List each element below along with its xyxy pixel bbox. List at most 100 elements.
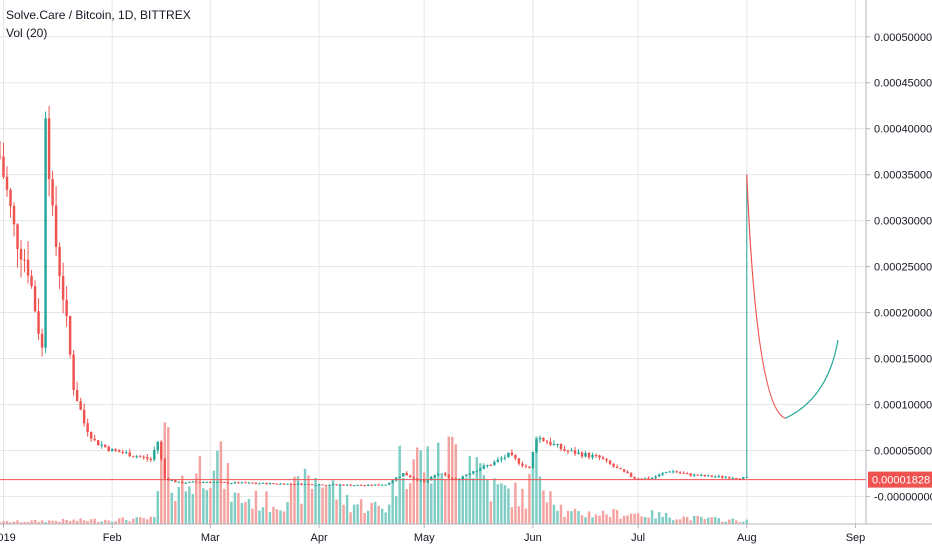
volume-bar [626,515,629,524]
time-tick-label: Aug [737,532,757,544]
candle-body [461,476,465,480]
volume-bar [629,513,633,524]
candle-body [605,459,608,461]
volume-bar [728,519,731,524]
volume-bar [254,490,258,524]
candle-body [188,481,191,483]
volume-bar [226,463,230,524]
candle-body [601,457,605,460]
candle-body [251,482,254,484]
volume-bar [724,521,727,524]
volume-bar [240,502,244,524]
candle-body [430,477,433,481]
candle-body [237,482,240,484]
volume-bar [230,501,233,524]
candle-body [160,441,163,459]
current-price-label-bg [868,471,932,488]
candle-body [408,475,412,478]
price-tick-label: 0.00035000 [874,170,932,182]
candle-body [531,451,535,469]
volume-bar [622,515,626,524]
volume-bar [359,499,363,524]
volume-bar [289,483,293,524]
volume-bar [86,520,89,524]
candle-body [195,481,198,483]
volume-bar [510,507,514,524]
volume-bar [366,510,370,524]
candle-body [142,456,145,458]
candle-body [363,485,366,487]
volume-bar [19,522,23,524]
candle-body [181,481,184,484]
price-tick-label: 0.00045000 [874,78,932,90]
candle-body [223,481,226,483]
symbol-title: Solve.Care / Bitcoin, 1D, BITTREX [6,8,191,22]
candle-body [307,484,310,486]
volume-bar [33,519,37,524]
price-tick-label: 0.00005000 [874,445,932,457]
candle-body [689,473,692,476]
candle-body [30,275,33,287]
volume-bar [692,515,696,524]
candle-body [233,482,237,484]
time-axis[interactable]: 2019 Feb Mar Apr May Jun Jul Aug Sep [0,523,932,544]
candle-body [703,474,706,477]
volume-bar [373,501,377,524]
volume-bar [433,474,436,524]
candle-body [468,473,472,475]
volume-bar [447,436,451,524]
volume-bar [668,517,671,524]
candle-body [647,477,650,479]
volume-bar [128,521,131,524]
volume-bar [577,510,580,524]
candle-body [338,484,342,486]
candle-body [514,455,517,459]
projection-lines [746,174,839,479]
candle-body [524,465,528,467]
price-axis[interactable]: 0.00050000 0.00045000 0.00040000 0.00035000… [865,0,932,524]
candle-body [542,437,545,442]
volume-bar [54,520,58,524]
volume-bar [167,427,170,524]
volume-bar [363,513,366,524]
candle-body [5,176,9,190]
candle-body [107,446,110,452]
candle-body [535,439,538,452]
candle-body [75,389,79,402]
volume-bar [23,521,26,524]
volume-bar [458,479,461,524]
volume-bar [216,450,219,524]
candle-body [117,450,121,453]
candle-body [146,457,149,459]
candle-body [735,478,738,480]
candle-body [86,423,89,433]
candle-body [184,482,188,484]
time-tick-label: Apr [310,532,327,544]
volume-bar [584,517,587,524]
candle-body [496,459,500,462]
volume-bar [682,516,685,524]
volume-bar [16,520,19,524]
price-tick-label: 0.00040000 [874,124,932,136]
volume-bar [538,476,542,524]
volume-bar [103,519,107,524]
candle-body [706,475,710,477]
candle-body [538,437,542,440]
volume-bar [345,494,349,524]
candle-body [254,483,258,485]
volume-bar [423,472,426,524]
candle-body [216,481,219,483]
candle-body [587,453,591,458]
candle-body [202,481,205,483]
volume-bar [96,521,100,524]
volume-bar [426,446,429,524]
volume-bar [261,507,265,524]
volume-bar [237,493,240,524]
volume-bar [68,520,72,524]
candle-body [321,484,324,486]
volume-bar [619,518,622,524]
candle-body [352,485,356,487]
volume-bar [612,508,615,524]
